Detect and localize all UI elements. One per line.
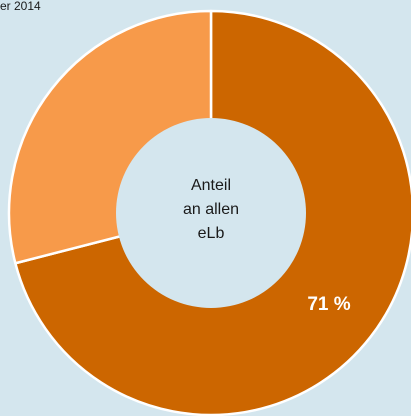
center-label-line-2: an allen [183, 201, 239, 218]
center-label-line-1: Anteil [191, 177, 231, 194]
center-label-line-3: eLb [198, 225, 225, 242]
chart-caption: er 2014 [0, 0, 41, 13]
slice-data-label: 71 % [307, 294, 350, 315]
donut-hole [116, 118, 306, 308]
